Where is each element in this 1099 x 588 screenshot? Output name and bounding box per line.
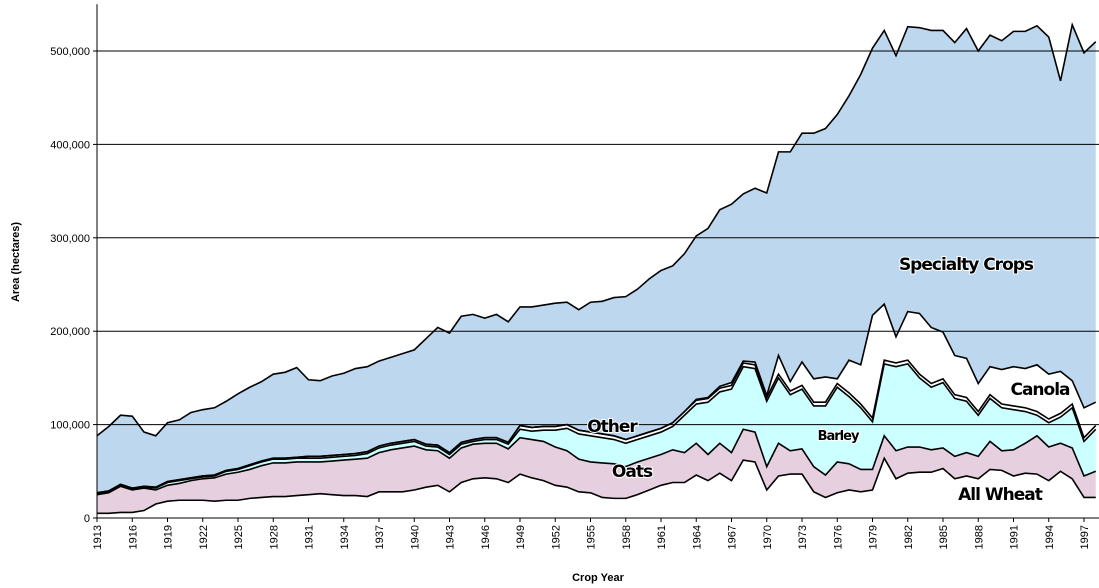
x-tick-label: 1943	[445, 525, 457, 549]
x-tick-label: 1928	[268, 525, 280, 549]
x-tick-label: 1946	[480, 525, 492, 549]
series-label: All Wheat	[958, 485, 1043, 505]
x-axis-title: Crop Year	[572, 572, 624, 584]
y-tick-label: 300,000	[50, 233, 90, 245]
x-tick-label: 1997	[1079, 525, 1091, 549]
series-label: Specialty Crops	[899, 255, 1034, 275]
x-tick-label: 1952	[550, 525, 562, 549]
x-tick-label: 1982	[903, 525, 915, 549]
x-tick-label: 1958	[621, 525, 633, 549]
area-edge	[96, 428, 1097, 496]
x-tick-label: 1949	[515, 525, 527, 549]
area-edge	[96, 302, 1097, 494]
x-tick-label: 1916	[127, 525, 139, 549]
x-tick-label: 1985	[938, 525, 950, 549]
x-tick-label: 1922	[198, 525, 210, 549]
area	[97, 363, 1096, 495]
series-label: Canola	[1010, 380, 1070, 400]
x-tick-label: 1988	[973, 525, 985, 549]
area	[97, 458, 1096, 518]
y-axis-title: Area (hectares)	[10, 222, 22, 302]
x-tick-label: 1931	[304, 525, 316, 549]
x-tick-label: 1973	[797, 525, 809, 549]
x-tick-label: 1961	[656, 525, 668, 549]
y-tick-label: 100,000	[50, 420, 90, 432]
x-tick-label: 1919	[163, 525, 175, 549]
y-tick-label: 400,000	[50, 139, 90, 151]
x-tick-label: 1994	[1044, 525, 1056, 549]
x-tick-label: 1970	[762, 525, 774, 549]
x-tick-label: 1979	[868, 525, 880, 549]
area	[97, 24, 1096, 493]
x-tick-label: 1976	[832, 525, 844, 549]
series-label: Barley	[818, 429, 860, 444]
area-edge	[96, 22, 1097, 437]
x-tick-label: 1964	[691, 525, 703, 549]
x-tick-label: 1955	[586, 525, 598, 549]
x-tick-label: 1913	[92, 525, 104, 549]
area-edge	[97, 456, 1096, 515]
x-tick-label: 1991	[1009, 525, 1021, 549]
x-tick-label: 1934	[339, 525, 351, 549]
area	[97, 429, 1096, 514]
x-tick-label: 1937	[374, 525, 386, 549]
series-label: Oats	[612, 462, 653, 482]
area-edge	[96, 362, 1097, 495]
series-label: Other	[587, 417, 638, 437]
y-tick-label: 0	[84, 513, 90, 525]
x-tick-label: 1967	[727, 525, 739, 549]
y-tick-label: 200,000	[50, 326, 90, 338]
x-tick-label: 1925	[233, 525, 245, 549]
x-tick-label: 1940	[409, 525, 421, 549]
y-tick-label: 500,000	[50, 46, 90, 58]
